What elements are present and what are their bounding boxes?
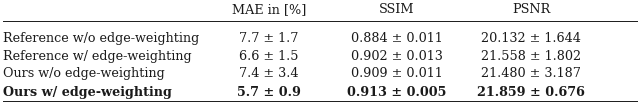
- Text: 7.7 ± 1.7: 7.7 ± 1.7: [239, 32, 298, 45]
- Text: Reference w/ edge-weighting: Reference w/ edge-weighting: [3, 50, 192, 63]
- Text: MAE in [%]: MAE in [%]: [232, 3, 306, 16]
- Text: 0.902 ± 0.013: 0.902 ± 0.013: [351, 50, 443, 63]
- Text: 21.859 ± 0.676: 21.859 ± 0.676: [477, 86, 585, 99]
- Text: SSIM: SSIM: [379, 3, 415, 16]
- Text: 21.480 ± 3.187: 21.480 ± 3.187: [481, 67, 581, 80]
- Text: 6.6 ± 1.5: 6.6 ± 1.5: [239, 50, 298, 63]
- Text: Reference w/o edge-weighting: Reference w/o edge-weighting: [3, 32, 200, 45]
- Text: 0.909 ± 0.011: 0.909 ± 0.011: [351, 67, 443, 80]
- Text: PSNR: PSNR: [512, 3, 550, 16]
- Text: 0.884 ± 0.011: 0.884 ± 0.011: [351, 32, 443, 45]
- Text: 7.4 ± 3.4: 7.4 ± 3.4: [239, 67, 298, 80]
- Text: Ours w/ edge-weighting: Ours w/ edge-weighting: [3, 86, 172, 99]
- Text: 20.132 ± 1.644: 20.132 ± 1.644: [481, 32, 581, 45]
- Text: 5.7 ± 0.9: 5.7 ± 0.9: [237, 86, 301, 99]
- Text: Ours w/o edge-weighting: Ours w/o edge-weighting: [3, 67, 165, 80]
- Text: 21.558 ± 1.802: 21.558 ± 1.802: [481, 50, 581, 63]
- Text: 0.913 ± 0.005: 0.913 ± 0.005: [347, 86, 447, 99]
